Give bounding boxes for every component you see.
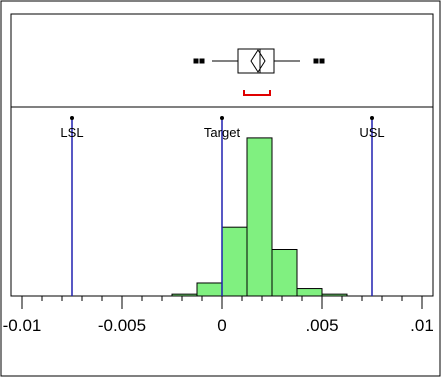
histogram-bar-4 bbox=[271, 249, 298, 297]
shortest-half-bracket bbox=[243, 90, 271, 96]
spec-limit-labels: LSL Target USL bbox=[60, 125, 384, 140]
histogram-bar-5 bbox=[296, 288, 323, 297]
x-axis: -0.01 -0.005 0 .005 .01 bbox=[3, 296, 434, 335]
box-outlier-high-0 bbox=[313, 58, 319, 64]
spec-limit-lines bbox=[70, 116, 374, 296]
box-mean-diamond bbox=[250, 49, 266, 73]
histogram-bar-0 bbox=[171, 293, 198, 297]
histogram-bar-2 bbox=[221, 226, 248, 297]
spec-line-dot-lsl bbox=[70, 116, 74, 120]
spec-label-target: Target bbox=[204, 125, 241, 140]
x-tick-label: -0.005 bbox=[98, 316, 146, 335]
histogram-bars bbox=[171, 137, 348, 297]
x-tick-label: 0 bbox=[217, 316, 226, 335]
spec-label-usl: USL bbox=[359, 125, 384, 140]
x-tick-label: .01 bbox=[410, 316, 434, 335]
box-outlier-high-1 bbox=[319, 58, 325, 64]
spec-line-dot-usl bbox=[370, 116, 374, 120]
box-outlier-low-0 bbox=[193, 58, 199, 64]
histogram-bar-3 bbox=[246, 137, 273, 297]
spec-line-dot-target bbox=[220, 116, 224, 120]
spec-label-lsl: LSL bbox=[60, 125, 83, 140]
histogram-bar-1 bbox=[196, 282, 223, 297]
outlier-box-plot bbox=[193, 48, 325, 96]
histogram-bar-6 bbox=[321, 293, 348, 297]
x-tick-label: .005 bbox=[305, 316, 338, 335]
x-tick-label: -0.01 bbox=[3, 316, 42, 335]
box-outlier-low-1 bbox=[199, 58, 205, 64]
